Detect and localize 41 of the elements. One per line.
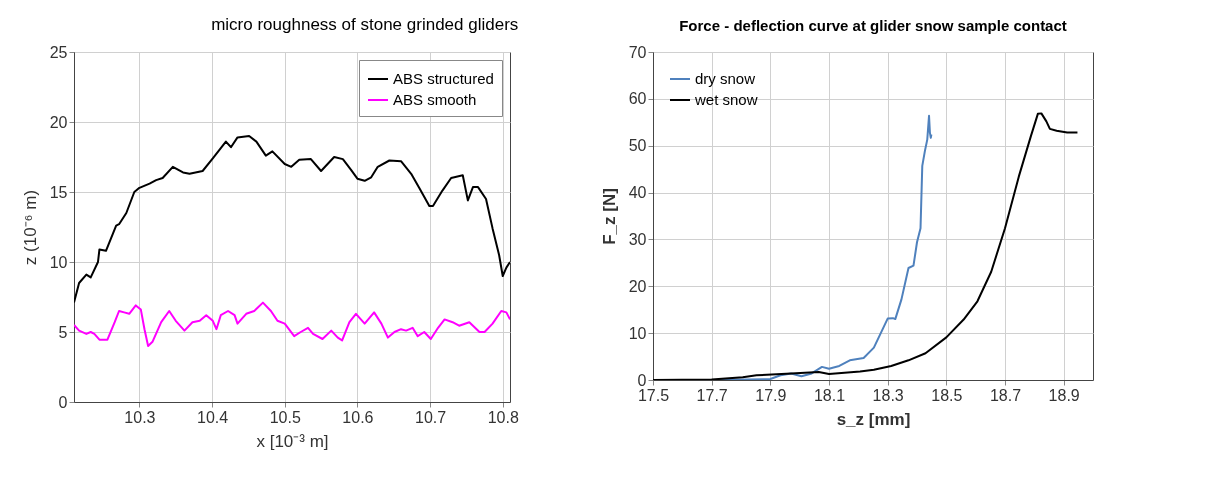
x-axis-title: x [10⁻³ m] (256, 431, 329, 451)
x-tick-label: 18.5 (931, 386, 963, 404)
legend-label: ABS structured (393, 70, 494, 87)
y-tick-label: 40 (628, 184, 647, 202)
x-tick-label: 10.5 (269, 408, 301, 426)
chart-title: micro roughness of stone grinded gliders (211, 15, 519, 34)
y-axis-title: z (10⁻⁶ m) (20, 189, 40, 266)
y-tick-label: 20 (49, 113, 68, 131)
y-tick-label: 20 (628, 277, 647, 295)
legend-label: ABS smooth (393, 91, 477, 108)
y-tick-label: 25 (49, 43, 68, 61)
legend-label: wet snow (694, 91, 758, 108)
x-tick-label: 17.7 (696, 386, 728, 404)
x-tick-label: 10.4 (197, 408, 229, 426)
line-series (74, 135, 510, 304)
y-tick-label: 30 (628, 230, 647, 248)
x-tick-label: 18.9 (1048, 386, 1080, 404)
y-tick-label: 60 (628, 90, 647, 108)
x-tick-label: 10.8 (487, 408, 519, 426)
x-tick-label: 17.5 (637, 386, 670, 404)
x-tick-label: 17.9 (755, 386, 787, 404)
y-tick-label: 5 (58, 323, 68, 341)
chart-title: Force - deflection curve at glider snow sample contact (679, 17, 1067, 34)
x-tick-label: 10.6 (342, 408, 374, 426)
x-tick-label: 18.3 (872, 386, 904, 404)
y-tick-label: 70 (628, 43, 647, 61)
line-series (653, 112, 1079, 380)
line-series (74, 301, 510, 347)
x-tick-label: 10.7 (415, 408, 447, 426)
x-tick-label: 18.7 (989, 386, 1022, 404)
y-tick-label: 50 (628, 137, 647, 155)
legend-label: dry snow (695, 70, 756, 87)
x-axis-title: s_z [mm] (836, 409, 911, 429)
y-axis-title: F_z [N] (599, 188, 619, 245)
x-tick-label: 10.3 (124, 408, 156, 426)
y-tick-label: 0 (637, 371, 647, 389)
y-tick-label: 10 (628, 324, 647, 342)
x-tick-label: 18.1 (813, 386, 846, 404)
y-tick-label: 10 (49, 253, 68, 271)
y-tick-label: 0 (58, 393, 68, 411)
y-tick-label: 15 (49, 183, 68, 201)
